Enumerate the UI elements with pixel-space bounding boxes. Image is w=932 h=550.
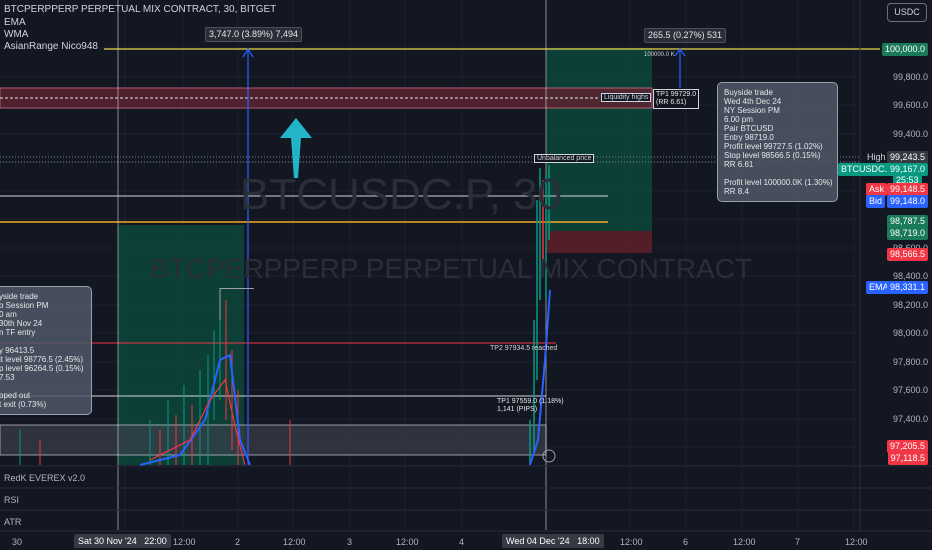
ask-price-tag: 99,148.5: [886, 183, 928, 196]
right-trade-note: Buyside trade Wed 4th Dec 24 NY Session …: [717, 82, 838, 202]
ema-line-left: [139, 353, 251, 466]
replay-icon[interactable]: [542, 449, 556, 463]
tp1-top-label: TP1 99729.0 (RR 6.61): [653, 89, 700, 109]
ema-label: EMA: [866, 281, 892, 294]
indicator-wma[interactable]: WMA: [4, 29, 29, 40]
indicator-asianrange[interactable]: AsianRange Nico948: [4, 41, 98, 52]
price-tag-98719: 98,719.0: [886, 227, 928, 240]
target-price-tag: 100,000.0: [881, 43, 928, 56]
unbalanced-price-label: Unbalanced price: [534, 154, 595, 163]
time-tick: 12:00: [396, 537, 419, 547]
time-tick: 12:00: [283, 537, 306, 547]
high-price-tag: 99,243.5: [886, 151, 928, 164]
time-tick: 4: [459, 537, 465, 547]
watermark-symbol: BTCUSDC.P, 30: [240, 170, 562, 219]
time-tick: 12:00: [733, 537, 756, 547]
cursor-time-right: Wed 04 Dec '24 18:00: [502, 534, 604, 548]
pane-everex[interactable]: RedK EVEREX v2.0: [4, 473, 86, 483]
price-tick: 97,600.0: [892, 385, 928, 395]
last-price-tag: 99,167.0: [886, 163, 928, 176]
price-tick: 98,200.0: [892, 300, 928, 310]
indicator-ema[interactable]: EMA: [4, 17, 26, 28]
ask-label: Ask: [866, 183, 888, 196]
price-tick: 98,400.0: [892, 271, 928, 281]
bid-price-tag: 99,148.0: [886, 195, 928, 208]
price-tick: 97,800.0: [892, 357, 928, 367]
price-tag-97118: 97,118.5: [887, 452, 928, 465]
time-tick: 12:00: [845, 537, 868, 547]
time-tick: 30: [12, 537, 23, 547]
time-tick: 6: [683, 537, 689, 547]
tp1-bottom-label: TP1 97559.0 (1.18%) 1,141 (PIPS): [497, 398, 564, 413]
range-box: [0, 424, 547, 456]
pane-rsi[interactable]: RSI: [4, 495, 20, 505]
right-profit-zone: [546, 48, 652, 231]
tp2-label: TP2 97934.5 reached: [490, 345, 558, 352]
right-stop-zone: [546, 231, 652, 253]
chart-title[interactable]: BTCPERPPERP PERPETUAL MIX CONTRACT, 30, …: [4, 4, 277, 15]
ema-line-right: [529, 289, 551, 466]
watermark-description: BTCPERPPERP PERPETUAL MIX CONTRACT: [150, 253, 753, 284]
left-trade-note: yside trade o Session PM 0 am 30th Nov 2…: [0, 286, 92, 415]
stop-price-tag: 98,566.5: [886, 248, 928, 261]
up-arrow-drawing: [280, 118, 312, 178]
bid-label: Bid: [866, 195, 886, 208]
liquidity-highs-label: Liquidity highs: [601, 93, 652, 102]
price-tag-98787: 98,787.5: [886, 215, 928, 228]
time-tick: 7: [795, 537, 801, 547]
time-tick: 12:00: [173, 537, 196, 547]
high-label: High: [867, 152, 886, 162]
price-tag-97205: 97,205.5: [886, 440, 928, 453]
measure-left-label: 3,747.0 (3.89%) 7,494: [205, 27, 303, 42]
measure-right-label: 265.5 (0.27%) 531: [644, 28, 727, 43]
price-tick: 99,600.0: [892, 100, 928, 110]
ema-price-tag: 98,331.1: [886, 281, 928, 294]
cursor-time-left: Sat 30 Nov '24 22:00: [74, 534, 171, 548]
pane-atr[interactable]: ATR: [4, 517, 22, 527]
target-small-label: 100000.0 K: [644, 52, 675, 58]
time-tick: 12:00: [620, 537, 643, 547]
symbol-tag: BTCUSDC.P: [838, 163, 897, 176]
price-tick: 99,800.0: [892, 72, 928, 82]
price-tick: 99,400.0: [892, 129, 928, 139]
price-tick: 98,000.0: [892, 328, 928, 338]
time-tick: 2: [235, 537, 241, 547]
currency-button[interactable]: USDC: [887, 3, 927, 22]
price-tick: 97,400.0: [892, 414, 928, 424]
time-tick: 3: [347, 537, 353, 547]
